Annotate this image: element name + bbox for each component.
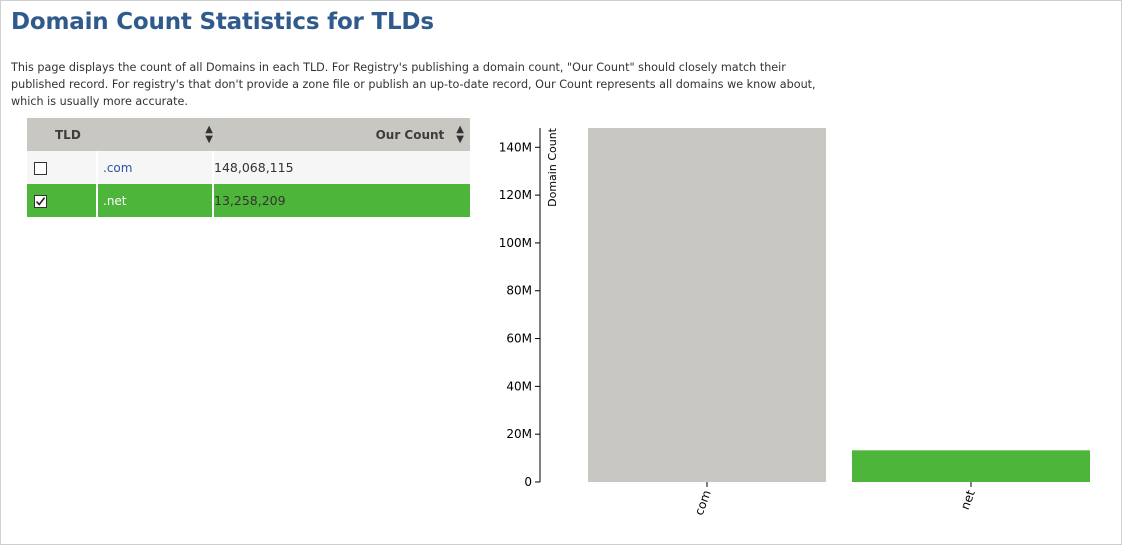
table-header-row: TLD ▲ ▼ Our Count ▲ ▼ [27, 118, 470, 151]
table-row[interactable]: .com 148,068,115 [27, 151, 470, 184]
bar-com[interactable] [588, 128, 826, 482]
domain-count-bar-chart: 0 20M 40M 60M 80M 100M 120M 140M Domain Count com… [499, 127, 1090, 517]
table-row-selected[interactable]: .net 13,258,209 [27, 184, 470, 217]
y-tick-label: 60M [506, 332, 532, 346]
y-tick-label: 120M [499, 188, 532, 202]
y-tick-label: 40M [506, 379, 532, 393]
row-checkbox[interactable] [34, 161, 47, 175]
checkbox-cell [27, 184, 97, 217]
page-title: Domain Count Statistics for TLDs [11, 9, 434, 35]
sort-icon[interactable]: ▲ ▼ [205, 123, 213, 145]
tld-cell: .net [96, 184, 213, 217]
y-tick-label: 20M [506, 427, 532, 441]
sort-icon[interactable]: ▲ ▼ [456, 123, 464, 145]
tld-cell: .com [96, 151, 213, 184]
y-tick-label: 140M [499, 140, 532, 154]
y-axis-label: Domain Count [546, 127, 559, 207]
tld-link[interactable]: .com [103, 160, 133, 175]
x-tick-label: com [692, 488, 714, 517]
column-header-tld[interactable]: TLD ▲ ▼ [27, 118, 213, 151]
column-label-tld: TLD [55, 127, 81, 142]
bar-net[interactable] [852, 450, 1090, 482]
x-tick-label: net [958, 488, 978, 512]
y-tick-label: 100M [499, 236, 532, 250]
count-cell: 13,258,209 [212, 184, 470, 217]
y-tick-label: 0 [524, 475, 532, 489]
tld-table: TLD ▲ ▼ Our Count ▲ ▼ [27, 118, 470, 217]
y-tick-label: 80M [506, 284, 532, 298]
checkmark-icon [35, 196, 46, 206]
count-cell: 148,068,115 [212, 151, 470, 184]
row-checkbox-checked[interactable] [34, 194, 47, 208]
checkbox-cell [27, 151, 97, 184]
page-description: This page displays the count of all Doma… [11, 61, 816, 108]
tld-link[interactable]: .net [103, 193, 127, 208]
column-label-our-count: Our Count [375, 127, 445, 142]
column-header-our-count[interactable]: Our Count ▲ ▼ [213, 118, 470, 151]
